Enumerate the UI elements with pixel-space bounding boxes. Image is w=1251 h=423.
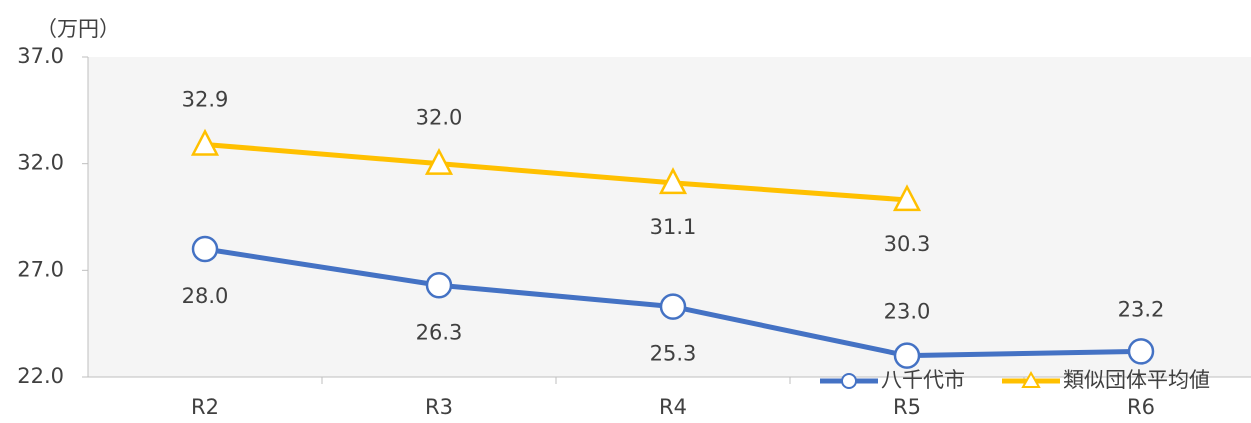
data-label: 23.2	[1118, 297, 1165, 321]
data-label: 23.0	[884, 300, 931, 324]
legend-marker	[841, 373, 857, 389]
data-label: 28.0	[182, 284, 229, 308]
marker	[892, 184, 922, 212]
y-axis-label: （万円）	[36, 17, 120, 41]
data-label: 31.1	[650, 215, 697, 239]
y-tick-label: 32.0	[17, 151, 64, 175]
plot-area	[88, 57, 1251, 377]
x-tick-label: R4	[659, 395, 687, 419]
data-label: 32.0	[416, 106, 463, 130]
legend-label: 八千代市	[881, 368, 965, 392]
data-label: 25.3	[650, 342, 697, 366]
x-tick-label: R3	[425, 395, 453, 419]
series-line	[204, 141, 908, 203]
marker	[424, 147, 454, 175]
x-tick-label: R2	[191, 395, 219, 419]
data-label: 26.3	[416, 320, 463, 344]
marker	[1127, 338, 1155, 365]
marker	[659, 293, 687, 320]
marker	[658, 167, 688, 195]
y-tick-label: 22.0	[17, 364, 64, 388]
marker	[191, 235, 219, 263]
x-tick-label: R5	[893, 395, 921, 419]
x-tick-label: R6	[1127, 395, 1155, 419]
data-label: 30.3	[884, 232, 931, 256]
marker	[190, 128, 220, 156]
data-label: 32.9	[182, 87, 229, 111]
y-tick-label: 37.0	[17, 44, 64, 68]
legend-marker	[1021, 370, 1041, 388]
marker	[893, 342, 921, 369]
marker	[425, 272, 453, 299]
legend-label: 類似団体平均値	[1063, 368, 1210, 392]
y-tick-label: 27.0	[17, 257, 64, 281]
